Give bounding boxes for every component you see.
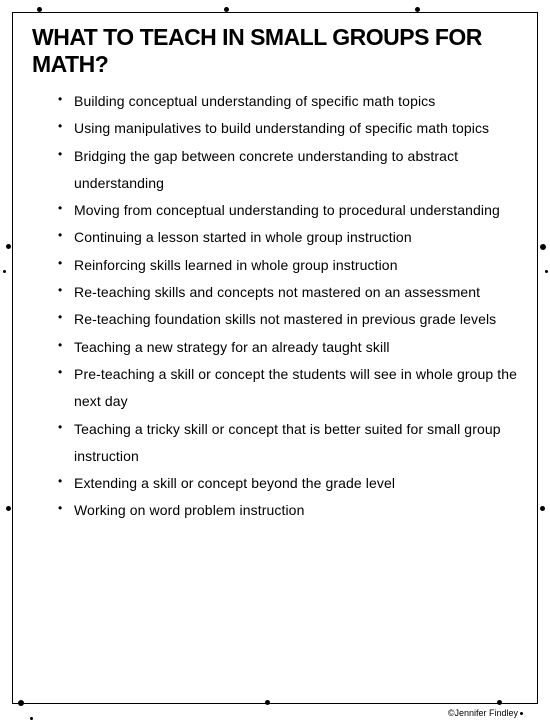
dot-icon xyxy=(37,7,42,12)
list-item: Reinforcing skills learned in whole grou… xyxy=(58,252,518,279)
content-area: WHAT TO TEACH IN SMALL GROUPS FOR MATH? … xyxy=(12,12,538,704)
dot-icon xyxy=(6,244,11,249)
list-item: Extending a skill or concept beyond the … xyxy=(58,470,518,497)
list-item: Continuing a lesson started in whole gro… xyxy=(58,224,518,251)
page-title: WHAT TO TEACH IN SMALL GROUPS FOR MATH? xyxy=(32,24,518,78)
dot-icon xyxy=(224,7,229,12)
list-item: Teaching a new strategy for an already t… xyxy=(58,334,518,361)
dot-icon xyxy=(415,7,420,12)
list-item: Using manipulatives to build understandi… xyxy=(58,115,518,142)
dot-icon xyxy=(18,700,24,706)
list-item: Re-teaching foundation skills not master… xyxy=(58,306,518,333)
bullet-list: Building conceptual understanding of spe… xyxy=(32,88,518,525)
dot-icon xyxy=(3,270,6,273)
list-item: Building conceptual understanding of spe… xyxy=(58,88,518,115)
list-item: Re-teaching skills and concepts not mast… xyxy=(58,279,518,306)
dot-icon xyxy=(265,700,270,705)
list-item: Pre-teaching a skill or concept the stud… xyxy=(58,361,518,416)
dot-icon xyxy=(540,506,545,511)
dot-icon xyxy=(520,712,523,715)
list-item: Working on word problem instruction xyxy=(58,497,518,524)
attribution-text: ©Jennifer Findley xyxy=(448,708,518,718)
list-item: Moving from conceptual understanding to … xyxy=(58,197,518,224)
dot-icon xyxy=(497,700,502,705)
dot-icon xyxy=(6,506,11,511)
list-item: Teaching a tricky skill or concept that … xyxy=(58,416,518,471)
list-item: Bridging the gap between concrete unders… xyxy=(58,143,518,198)
dot-icon xyxy=(30,717,33,720)
dot-icon xyxy=(540,244,546,250)
dot-icon xyxy=(545,270,548,273)
